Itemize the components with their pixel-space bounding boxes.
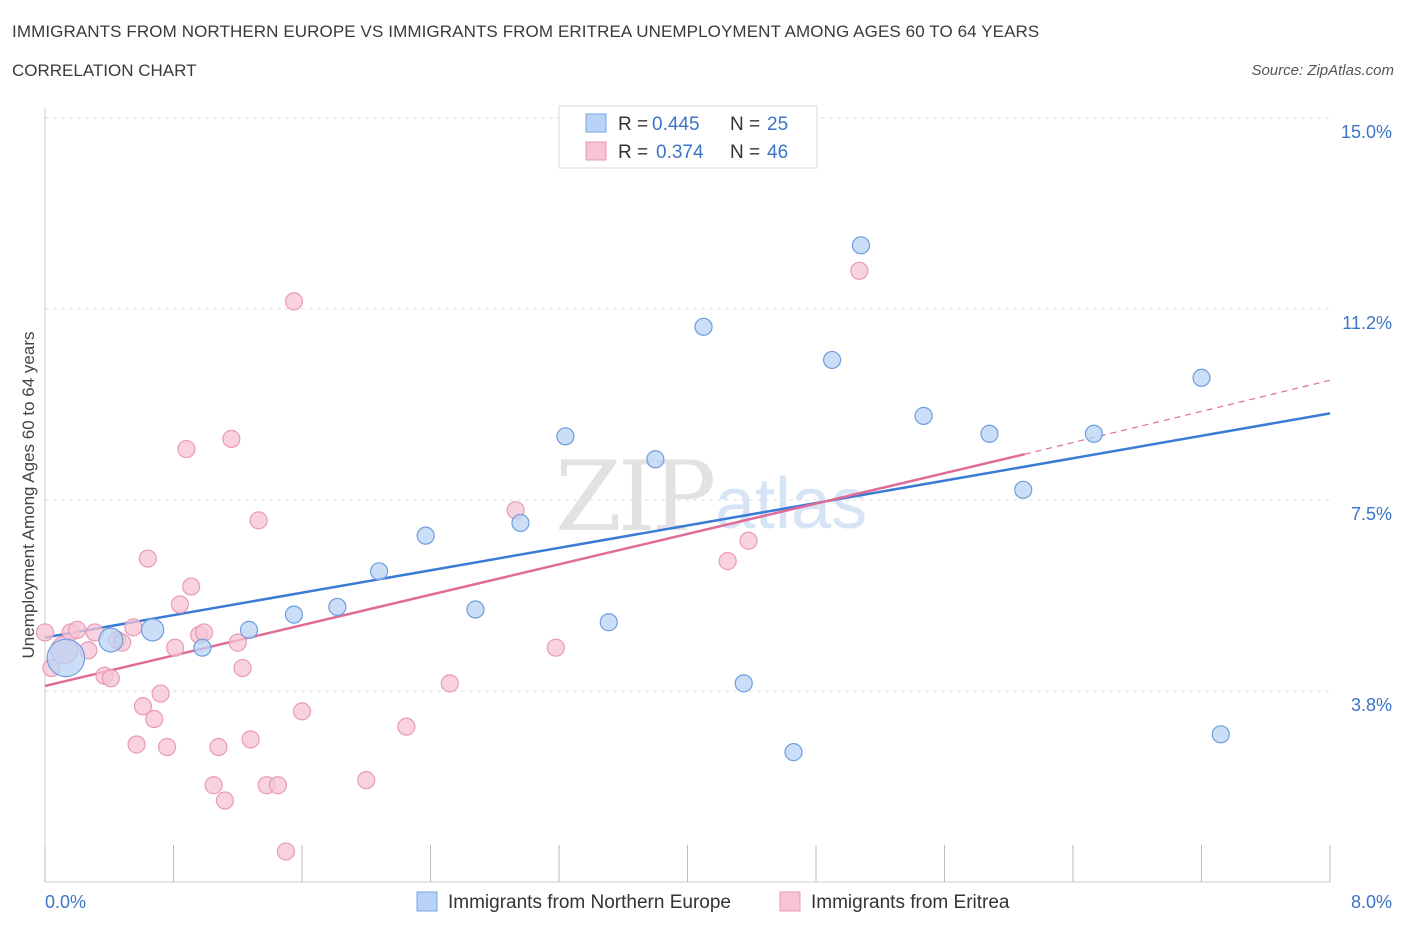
stats-n-label: N = <box>730 114 760 135</box>
point-eritrea <box>157 737 177 757</box>
point-eritrea <box>101 669 120 688</box>
point-northern-europe <box>734 674 753 693</box>
stats-r-value-blue: 0.445 <box>652 114 700 135</box>
stats-r-label: R = <box>618 114 648 135</box>
point-eritrea <box>35 623 55 642</box>
point-northern-europe <box>1192 368 1211 387</box>
point-eritrea <box>276 842 296 861</box>
point-northern-europe <box>140 618 165 642</box>
source-label: Source: ZipAtlas.com <box>1251 62 1394 79</box>
y-axis-label: Unemployment Among Ages 60 to 64 years <box>19 332 38 659</box>
axes <box>44 108 1331 883</box>
point-eritrea <box>222 429 241 448</box>
legend-swatch-pink <box>779 891 801 912</box>
point-eritrea <box>850 261 869 280</box>
point-northern-europe <box>1014 480 1033 499</box>
point-eritrea <box>124 618 143 637</box>
stats-swatch-pink <box>585 141 607 161</box>
point-eritrea <box>233 658 252 678</box>
point-northern-europe <box>980 424 999 443</box>
point-eritrea <box>241 730 260 749</box>
point-northern-europe <box>822 350 842 370</box>
point-eritrea <box>182 577 201 596</box>
trend-line-eritrea <box>44 452 1026 688</box>
point-eritrea <box>204 776 223 795</box>
point-northern-europe <box>328 597 347 617</box>
point-northern-europe <box>694 317 713 336</box>
point-northern-europe <box>1211 725 1230 744</box>
point-eritrea <box>170 595 190 614</box>
stats-n-label: N = <box>730 142 760 163</box>
chart-title: IMMIGRANTS FROM NORTHERN EUROPE VS IMMIG… <box>12 22 1040 41</box>
point-northern-europe <box>599 613 618 632</box>
x-tick-label: 8.0% <box>1351 892 1392 912</box>
point-eritrea <box>397 717 416 736</box>
stats-r-value-pink: 0.374 <box>656 142 704 163</box>
point-eritrea <box>133 697 153 716</box>
x-tick-label: 0.0% <box>45 892 86 912</box>
point-northern-europe <box>46 638 86 678</box>
point-northern-europe <box>556 427 575 446</box>
legend-label-blue: Immigrants from Northern Europe <box>448 892 731 913</box>
point-northern-europe <box>239 620 259 639</box>
point-northern-europe <box>914 406 933 426</box>
point-northern-europe <box>646 450 665 469</box>
point-northern-europe <box>784 743 803 762</box>
stats-n-value-blue: 25 <box>767 114 788 135</box>
point-eritrea <box>166 638 185 657</box>
point-northern-europe <box>193 638 212 657</box>
watermark-zip: ZIP <box>555 441 714 553</box>
chart-subtitle: CORRELATION CHART <box>12 61 197 80</box>
point-eritrea <box>68 620 87 639</box>
point-northern-europe <box>511 513 530 533</box>
point-northern-europe <box>416 526 435 545</box>
tick-labels: 3.8% 7.5% 11.2% 15.0% 0.0% 8.0% <box>45 122 1392 912</box>
point-northern-europe <box>1084 424 1103 443</box>
point-eritrea <box>215 791 234 810</box>
point-eritrea <box>145 709 164 729</box>
point-eritrea <box>127 735 146 754</box>
legend-swatch-blue <box>416 891 438 912</box>
point-eritrea <box>357 771 376 790</box>
watermark: ZIP atlas <box>555 441 867 553</box>
stats-legend: R = 0.445 N = 25 R = 0.374 N = 46 <box>558 105 818 169</box>
point-eritrea <box>151 684 170 703</box>
legend-label-pink: Immigrants from Eritrea <box>811 892 1010 913</box>
point-northern-europe <box>98 627 124 653</box>
point-eritrea <box>268 776 288 795</box>
trend-line-northern-europe <box>44 412 1331 639</box>
point-eritrea <box>228 633 247 652</box>
point-eritrea <box>739 531 758 550</box>
y-tick-label: 15.0% <box>1341 122 1392 142</box>
stats-swatch-blue <box>585 113 607 133</box>
y-tick-label: 7.5% <box>1351 504 1392 524</box>
point-eritrea <box>718 552 737 571</box>
y-tick-label: 3.8% <box>1351 695 1392 715</box>
stats-r-label: R = <box>618 142 648 163</box>
point-eritrea <box>546 638 565 657</box>
point-northern-europe <box>284 605 304 624</box>
point-eritrea <box>194 623 214 642</box>
point-eritrea <box>440 674 459 693</box>
point-eritrea <box>284 292 304 311</box>
point-eritrea <box>292 702 312 721</box>
point-eritrea <box>249 511 268 530</box>
watermark-atlas: atlas <box>715 464 867 544</box>
trend-line-eritrea-extension <box>1024 379 1331 455</box>
data-points <box>35 236 1230 861</box>
point-northern-europe <box>851 236 871 255</box>
stats-n-value-pink: 46 <box>767 142 788 163</box>
bottom-legend: Immigrants from Northern Europe Immigran… <box>416 891 1010 913</box>
point-eritrea <box>209 737 228 757</box>
point-eritrea <box>138 549 157 568</box>
point-eritrea <box>177 439 196 459</box>
y-tick-label: 11.2% <box>1342 313 1392 333</box>
point-northern-europe <box>466 600 485 619</box>
point-northern-europe <box>370 562 389 581</box>
